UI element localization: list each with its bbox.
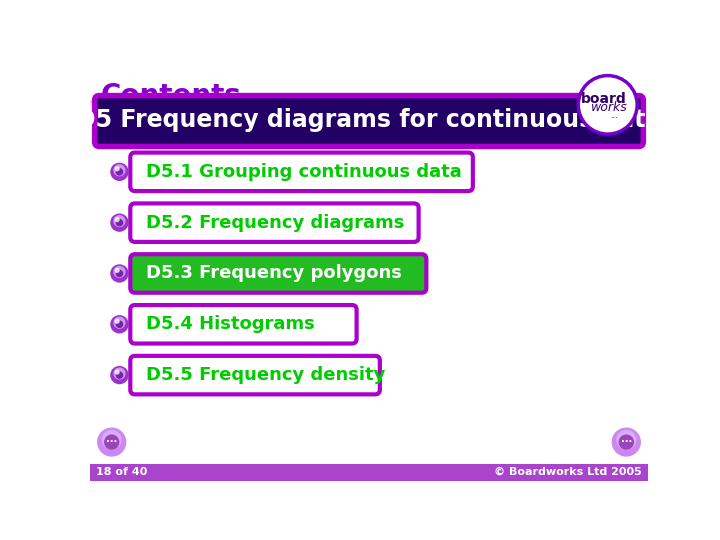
Circle shape <box>612 428 640 456</box>
FancyBboxPatch shape <box>94 96 644 146</box>
Text: D5.3 Frequency polygons: D5.3 Frequency polygons <box>145 265 402 282</box>
Text: D5.5 Frequency density: D5.5 Frequency density <box>145 366 385 384</box>
Circle shape <box>115 167 119 171</box>
Circle shape <box>117 372 122 378</box>
Text: works: works <box>591 102 628 114</box>
Text: ...: ... <box>610 111 618 120</box>
FancyBboxPatch shape <box>130 153 473 191</box>
FancyBboxPatch shape <box>130 204 418 242</box>
Circle shape <box>114 215 125 226</box>
Circle shape <box>111 316 128 333</box>
Circle shape <box>104 435 119 449</box>
Circle shape <box>117 271 122 276</box>
Circle shape <box>111 214 128 231</box>
Text: ···: ··· <box>621 437 632 447</box>
Circle shape <box>111 367 128 383</box>
Text: board: board <box>581 92 626 106</box>
FancyBboxPatch shape <box>130 305 356 343</box>
Text: © Boardworks Ltd 2005: © Boardworks Ltd 2005 <box>494 467 642 477</box>
Circle shape <box>111 164 128 180</box>
FancyBboxPatch shape <box>130 356 380 394</box>
Circle shape <box>617 430 636 449</box>
Circle shape <box>111 265 128 282</box>
Text: ···: ··· <box>106 437 117 447</box>
Circle shape <box>115 370 119 374</box>
Circle shape <box>115 218 119 221</box>
Circle shape <box>117 220 122 226</box>
Circle shape <box>98 428 126 456</box>
Text: D5.2 Frequency diagrams: D5.2 Frequency diagrams <box>145 214 404 232</box>
Text: D5 Frequency diagrams for continuous data: D5 Frequency diagrams for continuous dat… <box>76 108 662 132</box>
Circle shape <box>114 165 125 176</box>
Circle shape <box>115 268 119 272</box>
Circle shape <box>619 435 634 449</box>
FancyBboxPatch shape <box>90 464 648 481</box>
Circle shape <box>115 319 119 323</box>
FancyBboxPatch shape <box>130 254 426 293</box>
Circle shape <box>114 368 125 379</box>
Text: Contents: Contents <box>101 82 242 110</box>
Text: 18 of 40: 18 of 40 <box>96 467 148 477</box>
Circle shape <box>578 76 637 134</box>
Circle shape <box>102 430 121 449</box>
Circle shape <box>114 318 125 328</box>
Text: D5.4 Histograms: D5.4 Histograms <box>145 315 315 333</box>
Circle shape <box>117 321 122 327</box>
Text: D5.1 Grouping continuous data: D5.1 Grouping continuous data <box>145 163 462 181</box>
Circle shape <box>114 267 125 278</box>
Circle shape <box>117 169 122 175</box>
